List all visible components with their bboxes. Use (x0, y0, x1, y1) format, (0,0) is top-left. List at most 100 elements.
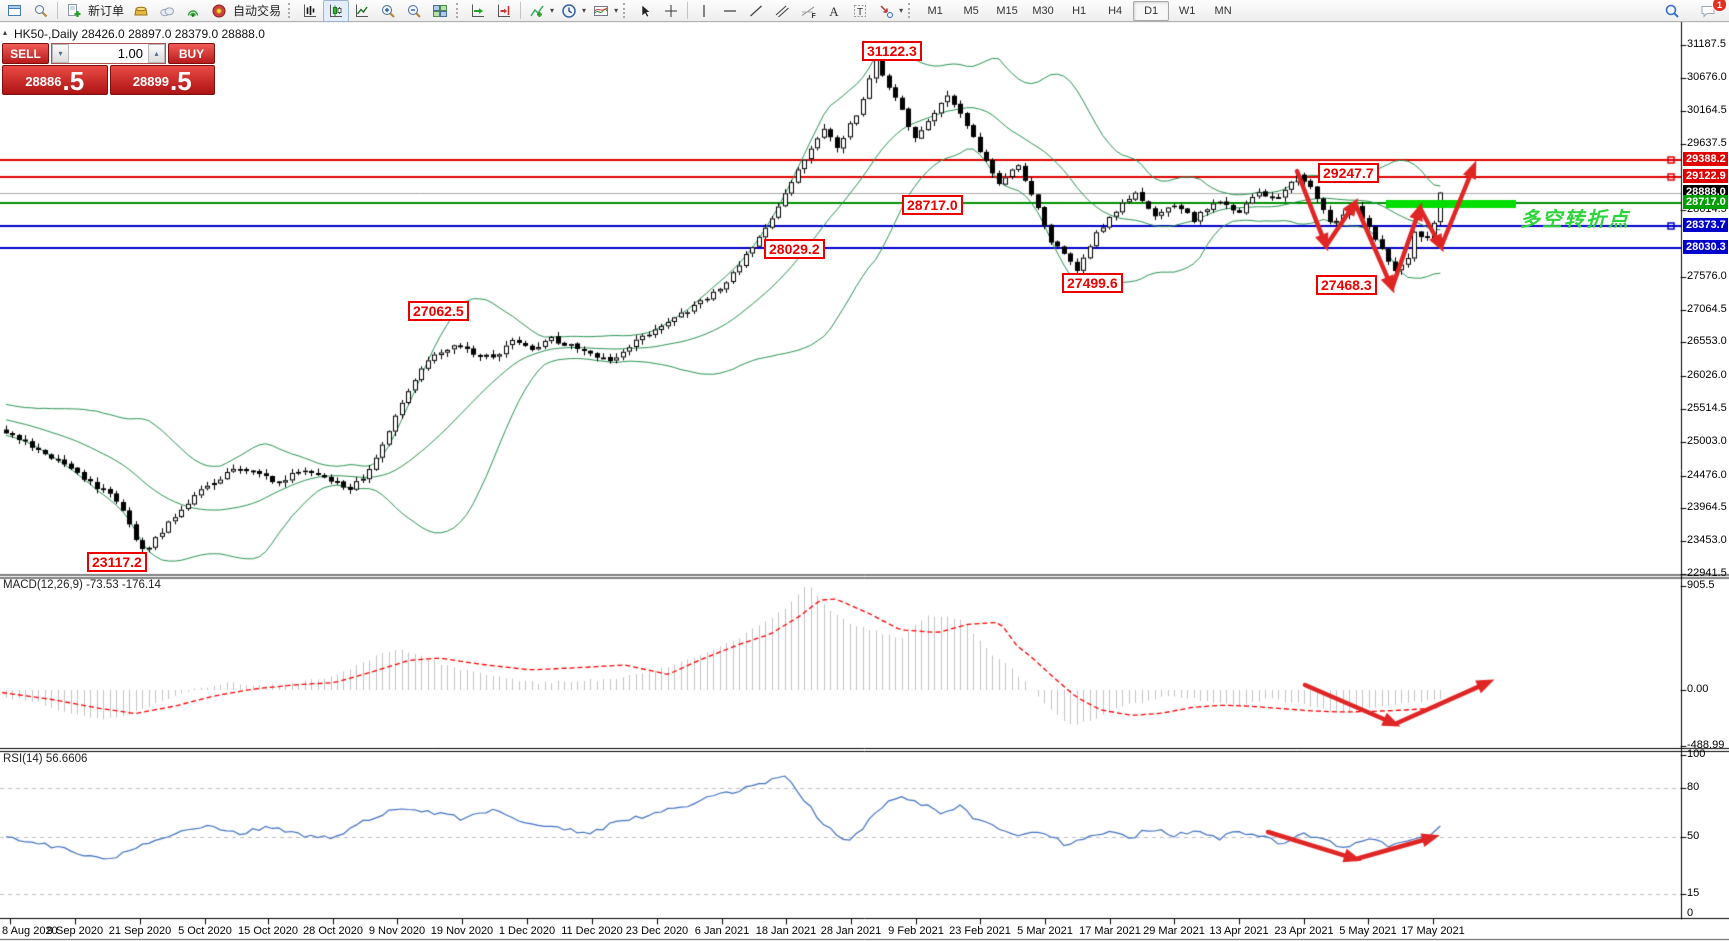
timeframe-h1-button[interactable]: H1 (1072, 4, 1087, 17)
price-annotation-label[interactable]: 27499.6 (1062, 273, 1123, 293)
chart-symbol-title: HK50-,Daily 28426.0 28897.0 28379.0 2888… (14, 27, 265, 41)
price-axis-label: 30676.0 (1687, 70, 1727, 83)
rsi-axis-label: 50 (1687, 829, 1700, 842)
price-axis-highlighted-label: 28030.3 (1683, 239, 1728, 254)
text-tool-button[interactable]: A (821, 0, 847, 22)
indicators-menu-button[interactable] (524, 0, 550, 22)
price-annotation-label[interactable]: 31122.3 (862, 41, 922, 61)
price-axis-label: 24476.0 (1687, 468, 1727, 481)
indicators-menu-button-dropdown-icon[interactable]: ▾ (550, 6, 555, 15)
price-axis-label: 30164.5 (1687, 103, 1727, 116)
timeframe-m1-button[interactable]: M1 (927, 4, 943, 17)
time-axis-label: 15 Oct 2020 (238, 925, 298, 937)
buy-price[interactable]: 28899.5 (109, 65, 215, 95)
sell-price[interactable]: 28886.5 (2, 65, 108, 95)
volume-decrease-button[interactable]: ▾ (52, 44, 69, 63)
time-axis-label: 9 Sep 2020 (46, 925, 104, 937)
toolbar-right: 1 (1659, 0, 1727, 22)
cursor-tool-button[interactable] (632, 0, 658, 22)
horizontal-line-tool-button[interactable] (717, 0, 743, 22)
price-annotation-label[interactable]: 29247.7 (1318, 163, 1379, 183)
time-axis-label: 9 Feb 2021 (888, 925, 944, 937)
rsi-axis-label: 100 (1687, 748, 1706, 760)
chart-bars-button[interactable] (297, 0, 323, 22)
time-axis-label: 23 Apr 2021 (1274, 925, 1334, 937)
expand-panel-icon[interactable]: ▴ (3, 28, 8, 37)
text-label-tool-button[interactable]: T (847, 0, 873, 22)
vertical-line-tool-button[interactable] (691, 0, 717, 22)
price-axis-label: 23964.5 (1687, 501, 1727, 514)
chart-line-button[interactable] (349, 0, 375, 22)
timeframe-w1-button[interactable]: W1 (1178, 4, 1196, 17)
arrows-tool-button-dropdown-icon[interactable]: ▾ (899, 6, 904, 15)
periods-menu-button[interactable] (556, 0, 582, 22)
time-axis-label: 5 Oct 2020 (178, 925, 232, 937)
tile-windows-button[interactable] (427, 0, 453, 22)
timeframe-d1-button[interactable]: D1 (1133, 0, 1170, 21)
price-axis-label: 26026.0 (1687, 369, 1727, 382)
arrows-tool-button[interactable] (873, 0, 899, 22)
time-axis-label: 28 Oct 2020 (303, 925, 363, 937)
timeframe-m30-button[interactable]: M30 (1032, 4, 1054, 17)
data-window-icon[interactable] (28, 0, 54, 22)
autoscroll-button[interactable] (465, 0, 491, 22)
timeframe-mn-button[interactable]: MN (1214, 4, 1232, 17)
annotation-green-text[interactable]: 多空转折点 (1520, 209, 1630, 231)
timeframe-m15-button[interactable]: M15 (996, 4, 1018, 17)
templates-menu-button-dropdown-icon[interactable]: ▾ (614, 6, 619, 15)
timeframe-h4-button[interactable]: H4 (1108, 4, 1123, 17)
cloud-sync-icon[interactable] (154, 0, 180, 22)
time-axis-label: 23 Feb 2021 (949, 925, 1011, 937)
buy-button[interactable]: BUY (168, 43, 215, 64)
auto-trading-button[interactable] (206, 0, 232, 22)
svg-text:T: T (857, 7, 863, 18)
timeframe-m5-button[interactable]: M5 (963, 4, 979, 17)
svg-text:F: F (812, 13, 817, 19)
notification-badge: 1 (1712, 0, 1727, 12)
chart-candles-button[interactable] (323, 0, 350, 22)
volume-increase-button[interactable]: ▴ (148, 44, 165, 63)
buy-price-main: 28899 (132, 74, 169, 89)
toolbar-separator (687, 2, 689, 19)
time-axis-label: 11 Dec 2020 (561, 925, 623, 937)
one-click-trading-panel: SELL ▾ 1.00 ▴ BUY 28886.5 28899.5 (2, 43, 215, 95)
fibonacci-tool-button[interactable]: F (795, 0, 821, 22)
crosshair-tool-button[interactable] (658, 0, 684, 22)
auto-trading-button-label[interactable]: 自动交易 (233, 4, 282, 18)
price-annotation-label[interactable]: 27468.3 (1316, 275, 1377, 295)
zoom-out-button[interactable] (401, 0, 427, 22)
trendline-tool-button[interactable] (743, 0, 769, 22)
macd-axis-label: 0.00 (1687, 683, 1709, 695)
search-icon[interactable] (1659, 0, 1685, 22)
notifications-icon[interactable]: 1 (1695, 0, 1727, 22)
sell-button[interactable]: SELL (2, 43, 49, 64)
toolbar-grip (456, 3, 461, 18)
deposit-icon[interactable] (128, 0, 154, 22)
chart-window-icon[interactable] (2, 0, 28, 22)
time-axis-label: 18 Jan 2021 (755, 925, 817, 937)
signals-icon[interactable] (180, 0, 206, 22)
new-order-button[interactable] (61, 0, 87, 22)
periods-menu-button-dropdown-icon[interactable]: ▾ (582, 6, 587, 15)
chart-shift-button[interactable] (491, 0, 517, 22)
volume-value[interactable]: 1.00 (117, 46, 143, 61)
equidistant-channel-tool-button[interactable] (769, 0, 795, 22)
templates-menu-button[interactable] (588, 0, 614, 22)
price-axis-label: 29637.5 (1687, 137, 1727, 150)
price-annotation-label[interactable]: 27062.5 (408, 301, 469, 321)
svg-text:A: A (829, 4, 839, 19)
price-axis-highlighted-label: 29122.9 (1683, 169, 1728, 184)
volume-box: ▾ 1.00 ▴ (51, 43, 166, 64)
time-axis-label: 23 Dec 2020 (625, 925, 689, 937)
price-annotation-label[interactable]: 28029.2 (764, 239, 825, 259)
sell-price-pips: .5 (62, 66, 85, 96)
zoom-in-button[interactable] (375, 0, 401, 22)
macd-axis-label: 905.5 (1687, 579, 1715, 591)
price-annotation-label[interactable]: 28717.0 (902, 195, 963, 215)
price-annotation-label[interactable]: 23117.2 (87, 552, 147, 572)
new-order-button-label[interactable]: 新订单 (88, 4, 125, 18)
price-axis-label: 25003.0 (1687, 434, 1727, 447)
rsi-axis-label: 80 (1687, 780, 1700, 793)
time-axis-label: 9 Nov 2020 (368, 925, 426, 937)
